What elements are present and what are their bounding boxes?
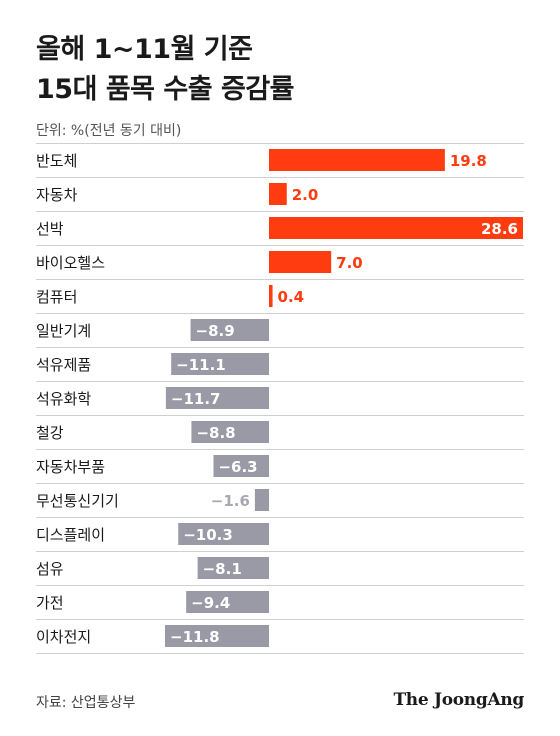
category-label: 반도체 — [36, 152, 77, 170]
value-label: −11.8 — [170, 628, 220, 646]
category-label: 컴퓨터 — [36, 288, 77, 306]
category-label: 석유제품 — [36, 356, 91, 374]
value-label: −10.3 — [183, 526, 233, 544]
value-label: −8.9 — [196, 322, 235, 340]
category-label: 이차전지 — [36, 628, 91, 646]
value-label: 7.0 — [336, 254, 363, 272]
value-label: −8.8 — [196, 424, 235, 442]
category-label: 섬유 — [36, 560, 64, 578]
bar — [269, 251, 332, 273]
bar — [191, 421, 269, 443]
bar — [165, 625, 269, 647]
value-label: −11.7 — [171, 390, 221, 408]
chart-title: 올해 1~11월 기준 15대 품목 수출 증감률 — [36, 30, 295, 110]
category-label: 가전 — [36, 594, 64, 612]
bar — [190, 319, 269, 341]
bar — [269, 149, 445, 171]
value-label: −8.1 — [203, 560, 242, 578]
bar — [186, 591, 269, 613]
bar — [178, 523, 269, 545]
source-note: 자료: 산업통상부 — [36, 695, 136, 711]
bar — [254, 489, 269, 511]
category-label: 바이오헬스 — [36, 254, 105, 272]
brand-logo: The JoongAng — [393, 690, 524, 710]
category-label: 선박 — [36, 220, 64, 238]
value-label: −1.6 — [211, 492, 250, 510]
bar — [269, 285, 273, 307]
category-label: 자동차 — [36, 186, 78, 204]
bar — [171, 353, 269, 375]
value-label: 28.6 — [481, 220, 518, 238]
bar — [197, 557, 269, 579]
category-label: 디스플레이 — [36, 526, 105, 544]
bar — [269, 183, 287, 205]
category-label: 자동차부품 — [36, 458, 105, 476]
unit-label: 단위: %(전년 동기 대비) — [36, 123, 182, 139]
category-label: 석유화학 — [36, 390, 91, 408]
bar — [165, 387, 269, 409]
value-label: 19.8 — [450, 152, 487, 170]
value-label: −11.1 — [176, 356, 226, 374]
category-label: 철강 — [36, 424, 64, 442]
value-label: 2.0 — [292, 186, 319, 204]
category-label: 무선통신기기 — [36, 492, 119, 510]
title-line-2: 15대 품목 수출 증감률 — [36, 74, 295, 105]
value-label: −6.3 — [218, 458, 257, 476]
title-line-1: 올해 1~11월 기준 — [36, 34, 253, 65]
value-label: 0.4 — [278, 288, 305, 306]
bar — [269, 217, 523, 239]
category-label: 일반기계 — [36, 322, 91, 340]
value-label: −9.4 — [191, 594, 230, 612]
bar — [213, 455, 269, 477]
